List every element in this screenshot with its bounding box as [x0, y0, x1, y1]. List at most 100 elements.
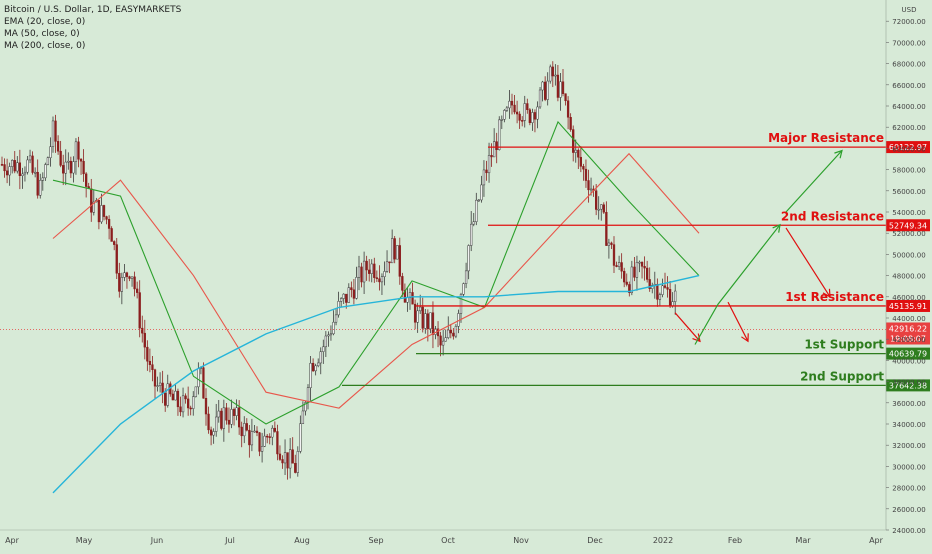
- candle-body: [268, 436, 271, 438]
- candle-body: [559, 81, 562, 98]
- candle-body: [146, 346, 149, 362]
- candle-body: [327, 334, 330, 337]
- level-price-text-2: 52749.34: [889, 221, 927, 230]
- candle-body: [449, 329, 452, 334]
- candle-body: [643, 266, 646, 269]
- candle-body: [493, 141, 496, 158]
- candle-body: [174, 390, 177, 401]
- candle-body: [294, 462, 297, 473]
- candle-body: [309, 362, 312, 388]
- candle-body: [79, 158, 83, 162]
- candle-body: [388, 261, 391, 264]
- candle-body: [161, 382, 164, 394]
- candle-body: [663, 285, 667, 288]
- level-label-4: 1st Support: [804, 338, 884, 352]
- candle-body: [26, 159, 29, 173]
- projection-arrowhead-2: [772, 223, 781, 233]
- candle-body: [215, 416, 218, 432]
- candle-body: [661, 285, 664, 295]
- y-tick-label: 62000.00: [892, 124, 925, 132]
- candle-body: [49, 146, 52, 158]
- candle-body: [625, 281, 628, 285]
- candle-body: [472, 221, 475, 225]
- y-axis: USD 24000.00 26000.00 28000.00 30000.00 32000…: [885, 0, 926, 535]
- indicator-ema20: EMA (20, close, 0): [4, 17, 86, 27]
- candles: [0, 61, 677, 480]
- candle-body: [311, 362, 315, 372]
- candle-body: [362, 260, 366, 283]
- x-axis: Apr May Jun Jul Aug Sep Oct Nov Dec 2022 Feb Mar Apr: [0, 529, 886, 545]
- candle-body: [156, 385, 159, 387]
- candle-body: [513, 104, 516, 113]
- y-tick-label: 34000.00: [892, 421, 925, 429]
- chart-legend: Bitcoin / U.S. Dollar, 1D, EASYMARKETS E…: [4, 4, 181, 52]
- x-tick-label: Jul: [224, 536, 235, 545]
- candle-body: [508, 100, 511, 109]
- candle-body: [271, 427, 274, 438]
- candle-body: [526, 103, 529, 110]
- y-tick-label: 54000.00: [892, 209, 925, 217]
- y-tick-label: 32000.00: [892, 442, 925, 450]
- y-tick-label: 26000.00: [892, 506, 925, 514]
- candle-body: [533, 112, 537, 120]
- candle-body: [462, 283, 465, 295]
- candle-body: [125, 272, 129, 277]
- candle-body: [194, 386, 197, 397]
- candle-body: [133, 276, 136, 290]
- x-tick-label: Dec: [587, 536, 602, 545]
- candle-body: [561, 81, 565, 94]
- candle-body: [115, 244, 118, 274]
- y-tick-label: 48000.00: [892, 273, 925, 281]
- candle-body: [51, 120, 55, 147]
- candle-body: [253, 430, 256, 433]
- candle-body: [230, 409, 233, 425]
- candle-body: [373, 263, 376, 278]
- level-price-tag-3: [886, 299, 930, 312]
- candle-body: [28, 155, 32, 161]
- candle-body: [77, 141, 80, 160]
- candle-body: [605, 211, 608, 246]
- candle-body: [176, 390, 180, 408]
- candle-body: [380, 276, 384, 283]
- projection-arrow-5: [785, 227, 831, 298]
- candle-body: [8, 166, 11, 176]
- candle-body: [630, 266, 634, 293]
- candle-body: [120, 277, 123, 292]
- candle-body: [263, 435, 266, 447]
- candle-body: [130, 276, 134, 279]
- candle-body: [0, 164, 4, 166]
- x-tick-label: Jun: [150, 536, 164, 545]
- candle-body: [482, 169, 486, 186]
- candle-body: [141, 327, 144, 334]
- candle-body: [668, 289, 672, 307]
- candle-body: [260, 446, 264, 452]
- candle-body: [289, 449, 292, 469]
- candle-body: [207, 413, 210, 431]
- x-tick-label: Mar: [795, 536, 811, 545]
- candle-body: [16, 162, 19, 172]
- y-tick-label: 58000.00: [892, 167, 925, 175]
- candle-body: [393, 238, 396, 260]
- projection-arrowhead-1: [692, 333, 701, 343]
- candle-body: [225, 407, 228, 421]
- candle-body: [549, 66, 552, 82]
- candle-body: [569, 117, 572, 130]
- candle-body: [385, 261, 389, 272]
- candle-body: [69, 160, 72, 174]
- candle-body: [587, 180, 590, 191]
- candle-body: [544, 81, 547, 100]
- y-tick-label: 36000.00: [892, 400, 925, 408]
- candle-body: [523, 103, 526, 121]
- candle-body: [623, 270, 626, 283]
- candle-body: [442, 340, 445, 346]
- candle-body: [674, 290, 677, 302]
- candle-body: [475, 199, 478, 222]
- candle-body: [640, 261, 644, 267]
- candle-body: [470, 223, 473, 246]
- candle-body: [11, 160, 14, 167]
- candle-body: [187, 398, 190, 409]
- candle-body: [105, 216, 108, 220]
- candle-body: [34, 171, 37, 174]
- candle-body: [64, 161, 67, 174]
